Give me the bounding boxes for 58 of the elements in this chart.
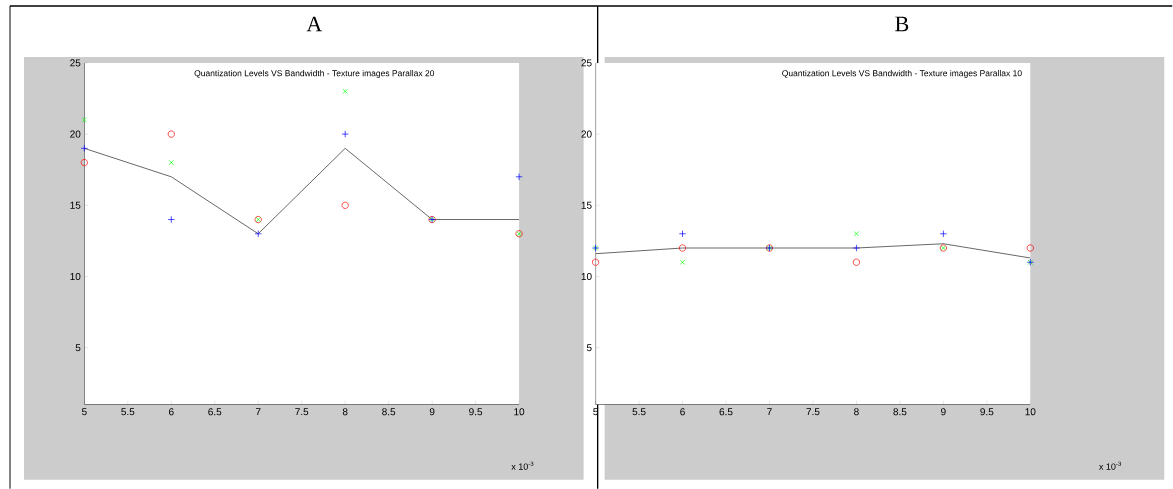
- point: [592, 258, 600, 266]
- point: [853, 230, 860, 237]
- x-tick-label: 6.5: [719, 407, 733, 416]
- x-tick-label: 7: [767, 407, 772, 415]
- x-tick-label: 10: [1025, 407, 1036, 416]
- point: [679, 259, 686, 265]
- point: [80, 144, 88, 152]
- x-tick-label: 9: [941, 407, 946, 416]
- y-tick-label: 5: [586, 343, 592, 351]
- y-tick-label: 10: [581, 272, 592, 280]
- chart-title: A: [306, 16, 323, 32]
- point: [341, 130, 349, 138]
- text: x 10$^{-3}$: [511, 461, 534, 470]
- point: [852, 244, 860, 252]
- y-tick-label: 15: [581, 201, 592, 209]
- y-tick-label: 20: [581, 130, 592, 138]
- y-tick-label: 25: [70, 59, 81, 67]
- x-tick-label: 5: [81, 407, 87, 415]
- point: [678, 230, 687, 238]
- x-tick-label: 6: [169, 407, 174, 416]
- point: [80, 158, 88, 166]
- point: [515, 173, 523, 181]
- point: [254, 230, 262, 238]
- x-tick-label: 8.5: [382, 407, 396, 416]
- point: [1026, 244, 1034, 252]
- point: [852, 258, 860, 266]
- point: [939, 230, 947, 238]
- x-tick-label: 8: [342, 407, 348, 416]
- y-tick-label: 15: [70, 201, 81, 209]
- point: [167, 130, 175, 138]
- point: [167, 215, 175, 223]
- x-tick-label: 9: [429, 407, 435, 416]
- point: [342, 88, 348, 94]
- point: [678, 244, 687, 252]
- y-tick-label: 10: [70, 272, 81, 280]
- text: x 10$^{-3}$: [1099, 461, 1122, 470]
- y-tick-label: 25: [581, 59, 592, 67]
- x-tick-label: 9.5: [980, 407, 994, 416]
- chart-title: B: [895, 16, 909, 31]
- y-tick-label: 5: [75, 343, 81, 351]
- text: Quantization Levels VS Bandwidth - Texture images Parallax 20: [194, 69, 435, 78]
- point: [341, 201, 349, 209]
- point: [168, 159, 174, 165]
- x-tick-label: 8: [854, 407, 859, 416]
- x-tick-label: 10: [514, 407, 525, 416]
- x-tick-label: 5.5: [632, 407, 646, 415]
- point: [81, 117, 87, 123]
- x-tick-label: 6.5: [208, 407, 222, 416]
- text: Quantization Levels VS Bandwidth - Texture images Parallax 10: [782, 69, 1022, 78]
- x-tick-label: 6: [680, 407, 685, 416]
- x-tick-label: 7.5: [295, 407, 309, 415]
- x-tick-label: 5.5: [121, 407, 135, 415]
- line-series: [84, 147, 520, 234]
- y-tick-label: 20: [70, 130, 81, 138]
- x-tick-label: 9.5: [469, 407, 483, 416]
- x-tick-label: 7.5: [806, 407, 820, 415]
- x-tick-label: 8.5: [893, 407, 907, 416]
- x-tick-label: 7: [255, 407, 261, 415]
